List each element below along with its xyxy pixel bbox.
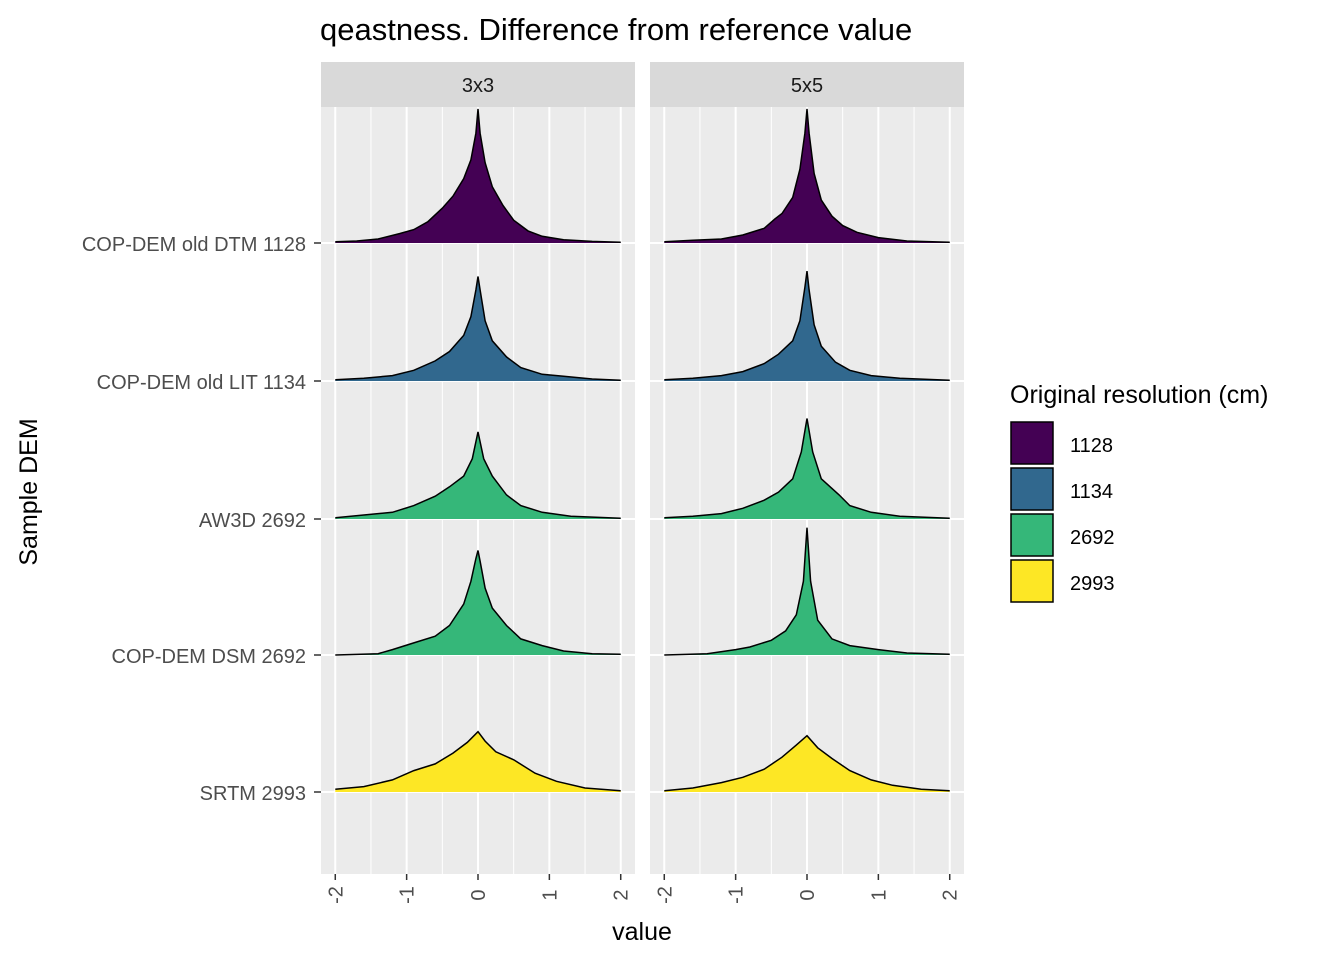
ridge-outline — [664, 527, 950, 656]
legend-swatch — [1010, 421, 1054, 465]
facet-panel-5x5: 5x5 -2 -1 0 1 2 — [650, 62, 964, 904]
facet-strip — [321, 62, 635, 107]
legend: Original resolution (cm) 1128 1134 2692 299… — [1010, 381, 1268, 603]
y-axis: COP-DEM old DTM 1128 COP-DEM old LIT 1134… — [82, 234, 321, 805]
legend-swatch — [1010, 467, 1054, 511]
legend-title: Original resolution (cm) — [1010, 381, 1268, 409]
x-axis-title: value — [612, 918, 672, 946]
x-tick-label: 2 — [611, 889, 633, 900]
legend-label: 1134 — [1070, 481, 1113, 503]
ridge-fill-cop-dem-dsm-2692 — [664, 527, 950, 655]
facet-strip — [650, 62, 964, 107]
y-tick-label: COP-DEM old DTM 1128 — [82, 234, 306, 256]
legend-swatch — [1010, 513, 1054, 557]
y-tick-label: COP-DEM old LIT 1134 — [97, 372, 306, 394]
ridge-fill-cop-dem-old-dtm-1128 — [335, 109, 621, 243]
x-tick-label: -2 — [325, 886, 347, 904]
ridge-fill-aw3d-2692 — [335, 431, 621, 519]
y-tick-label: COP-DEM DSM 2692 — [112, 646, 307, 668]
y-tick-label: SRTM 2993 — [200, 783, 306, 805]
x-tick-label: 1 — [868, 889, 890, 900]
x-tick-label: -1 — [397, 886, 419, 904]
legend-label: 2692 — [1070, 527, 1115, 549]
x-tick-label: 0 — [797, 889, 819, 900]
y-axis-title: Sample DEM — [15, 418, 43, 565]
ridge-outline — [664, 418, 950, 520]
ridge-fill-cop-dem-old-lit-1134 — [664, 271, 950, 381]
ridge-outline — [664, 271, 950, 382]
legend-swatch — [1010, 559, 1054, 603]
x-tick-label: -2 — [654, 886, 676, 904]
ridge-outline — [664, 108, 950, 244]
x-tick-label: 2 — [940, 889, 962, 900]
ridge-fill-srtm-2993 — [335, 731, 621, 792]
facet-strip-label: 3x3 — [462, 75, 494, 97]
ridge-fill-cop-dem-old-dtm-1128 — [664, 109, 950, 243]
facet-panels: 3x3 -2 -1 0 1 2 5x5 -2 -1 0 1 2 — [321, 62, 964, 904]
legend-label: 1128 — [1070, 435, 1113, 457]
y-tick-label: AW3D 2692 — [199, 510, 306, 532]
x-tick-label: 1 — [539, 889, 561, 900]
ridge-fill-aw3d-2692 — [664, 418, 950, 519]
ridge-outline — [335, 276, 621, 382]
ridge-fill-cop-dem-dsm-2692 — [335, 550, 621, 655]
facet-strip-label: 5x5 — [791, 75, 823, 97]
ridge-outline — [664, 734, 950, 792]
ridge-fill-srtm-2993 — [664, 735, 950, 792]
chart-title: qeastness. Difference from reference val… — [320, 12, 912, 47]
x-tick-label: -1 — [726, 886, 748, 904]
ridge-fill-cop-dem-old-lit-1134 — [335, 276, 621, 381]
ridge-outline — [335, 730, 621, 792]
facet-panel-3x3: 3x3 -2 -1 0 1 2 — [321, 62, 635, 904]
legend-label: 2993 — [1070, 573, 1115, 595]
ridge-outline — [335, 431, 621, 520]
ridge-outline — [335, 550, 621, 656]
x-tick-label: 0 — [468, 889, 490, 900]
ridge-outline — [335, 108, 621, 244]
